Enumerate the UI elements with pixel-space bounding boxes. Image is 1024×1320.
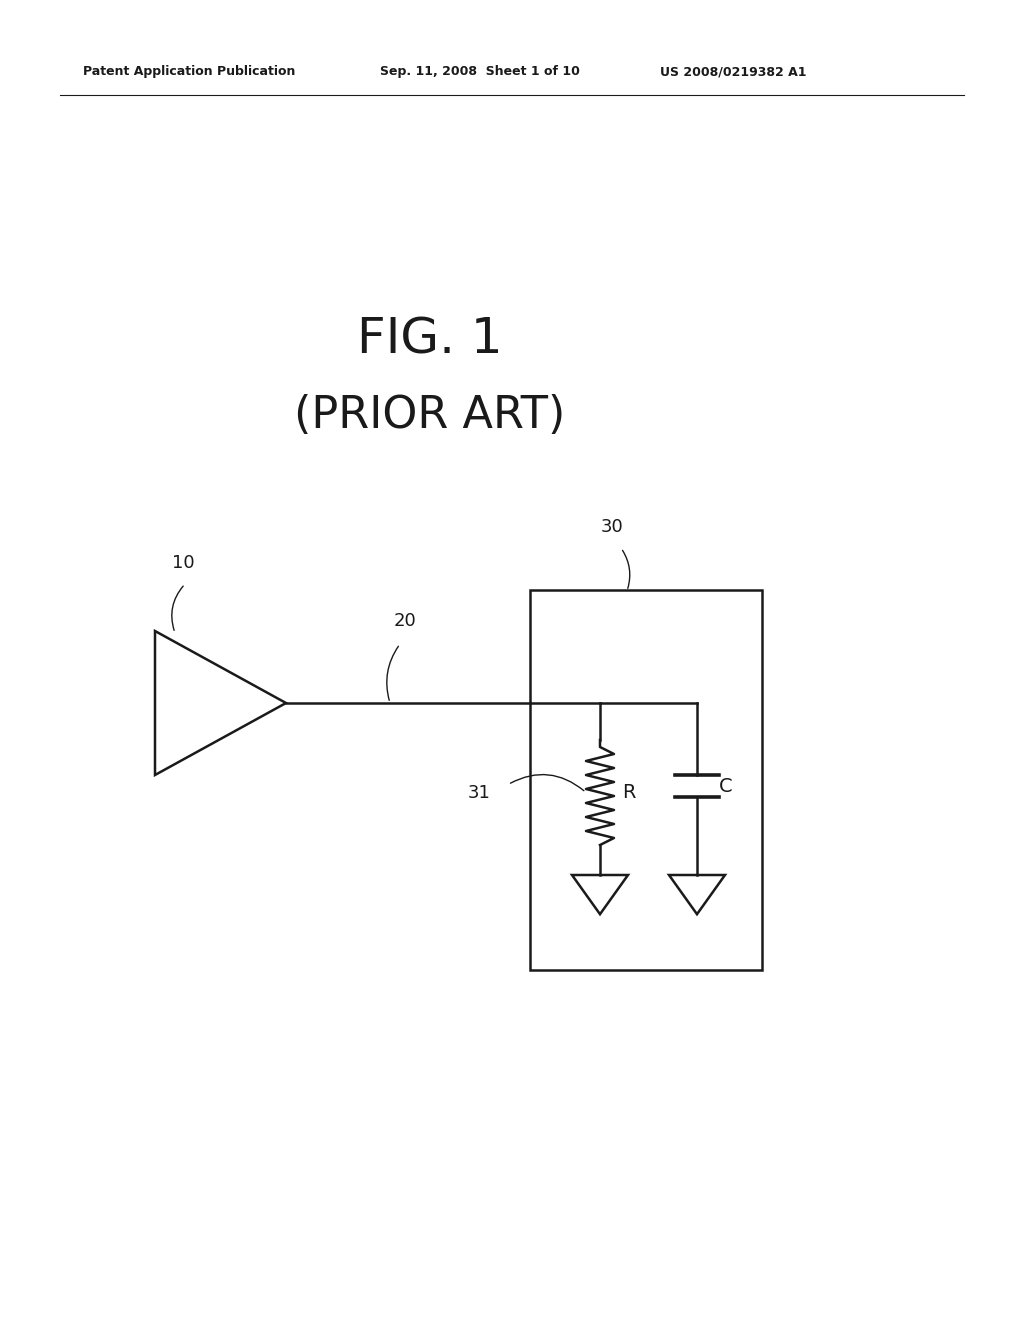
Text: 10: 10 bbox=[172, 554, 195, 572]
Bar bbox=[530, 590, 762, 970]
Text: (PRIOR ART): (PRIOR ART) bbox=[294, 393, 565, 437]
Text: Patent Application Publication: Patent Application Publication bbox=[83, 66, 295, 78]
Text: US 2008/0219382 A1: US 2008/0219382 A1 bbox=[660, 66, 807, 78]
Text: C: C bbox=[719, 776, 732, 796]
Text: Sep. 11, 2008  Sheet 1 of 10: Sep. 11, 2008 Sheet 1 of 10 bbox=[380, 66, 580, 78]
Text: FIG. 1: FIG. 1 bbox=[357, 315, 503, 364]
Text: 30: 30 bbox=[601, 517, 624, 536]
Text: R: R bbox=[622, 783, 636, 803]
Text: 20: 20 bbox=[393, 612, 417, 630]
Text: 31: 31 bbox=[468, 784, 490, 801]
